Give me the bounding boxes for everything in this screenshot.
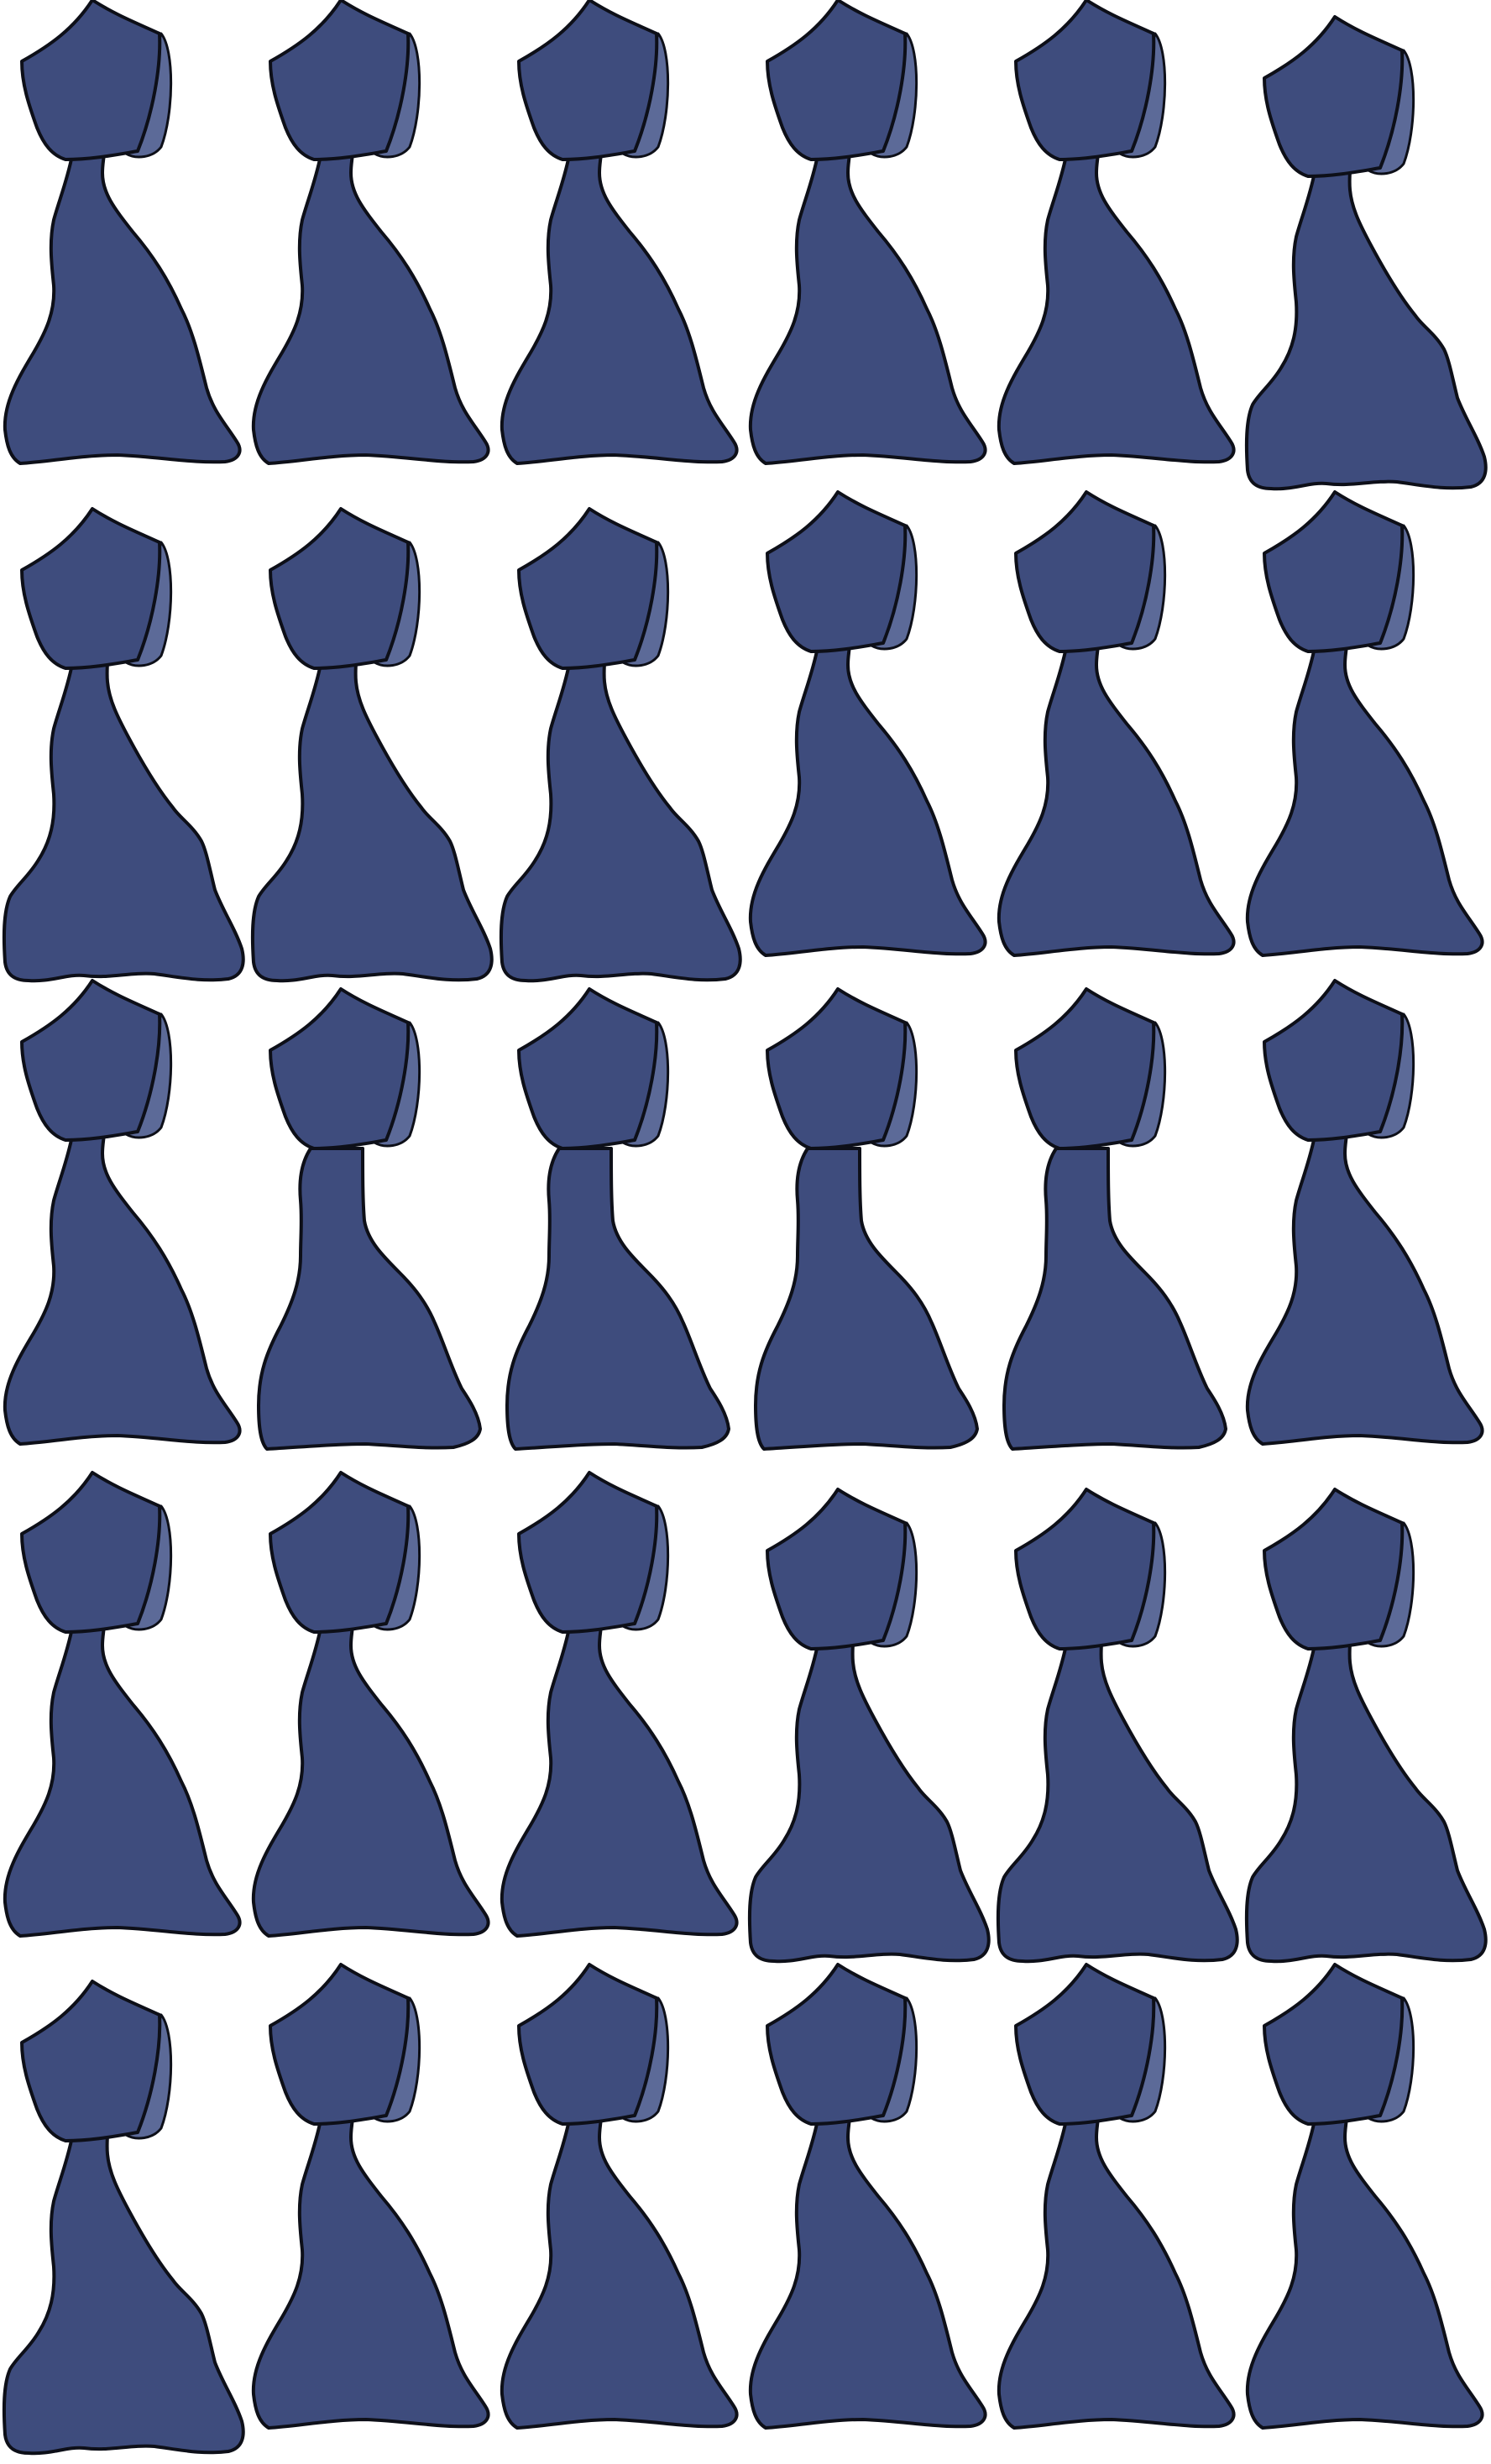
bottle-figure-icon (2, 1980, 245, 2456)
bottle-figure-icon (505, 987, 730, 1451)
bottle-figure-icon (997, 1963, 1236, 2430)
bottle-figure-icon (499, 507, 742, 983)
bottle-figure-icon (250, 507, 494, 983)
bottle-figure-icon (1244, 1488, 1488, 1964)
bottle-figure-icon (251, 1471, 490, 1938)
bottle-figure-icon (3, 979, 242, 1446)
bottle-figure-icon (251, 1963, 490, 2430)
bottle-figure-icon (1002, 987, 1227, 1451)
bottle-figure-icon (2, 507, 245, 983)
bottle-figure-icon (257, 987, 482, 1451)
bottle-figure-icon (748, 490, 987, 957)
bottle-figure-icon (1245, 1963, 1484, 2430)
bottle-figure-icon (748, 1963, 987, 2430)
bottle-figure-icon (251, 0, 490, 465)
bottle-figure-icon (500, 1471, 739, 1938)
bottle-figure-icon (3, 1471, 242, 1938)
bottle-figure-icon (1245, 490, 1484, 957)
bottle-figure-icon (997, 490, 1236, 957)
bottle-figure-icon (748, 0, 987, 465)
bottle-figure-icon (1245, 979, 1484, 1446)
bottle-figure-icon (747, 1488, 991, 1964)
bottle-figure-icon (996, 1488, 1239, 1964)
bottle-figure-icon (3, 0, 242, 465)
bottle-figure-icon (754, 987, 979, 1451)
bottle-figure-icon (500, 0, 739, 465)
bottle-figure-icon (997, 0, 1236, 465)
bottle-figure-icon (1244, 15, 1488, 491)
bottle-figure-icon (500, 1963, 739, 2430)
